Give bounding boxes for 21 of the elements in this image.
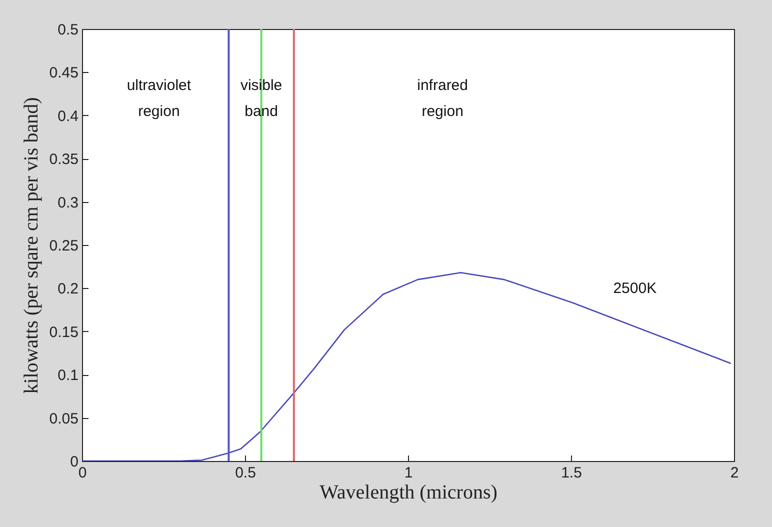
x-tick-label: 1: [404, 464, 413, 482]
y-tick-label: 0.5: [58, 22, 78, 38]
annotation: ultraviolet region: [126, 77, 192, 120]
y-tick-label: 0.15: [49, 324, 78, 341]
x-tick-label: 0.5: [235, 464, 256, 482]
y-tick-label: 0.4: [58, 108, 78, 125]
y-tick-label: 0.2: [58, 280, 78, 298]
y-tick-label: 0: [70, 454, 78, 470]
y-tick-label: 0.25: [49, 238, 78, 254]
annotation: infrared region: [417, 77, 468, 120]
x-axis-title: Wavelength (microns): [320, 482, 498, 504]
y-tick-label: 0.3: [58, 194, 78, 212]
x-tick-label: 1.5: [561, 464, 582, 482]
y-tick-label: 0.1: [58, 367, 78, 384]
y-tick-label: 0.35: [49, 151, 78, 168]
annotation: 2500K: [613, 280, 657, 298]
line-series: [82, 272, 732, 461]
x-tick-label: 2: [730, 464, 739, 482]
y-tick-label: 0.45: [49, 64, 78, 82]
y-tick-label: 0.05: [49, 410, 78, 428]
y-axis-title: kilowatts (per sqare cm per vis band): [20, 97, 42, 394]
